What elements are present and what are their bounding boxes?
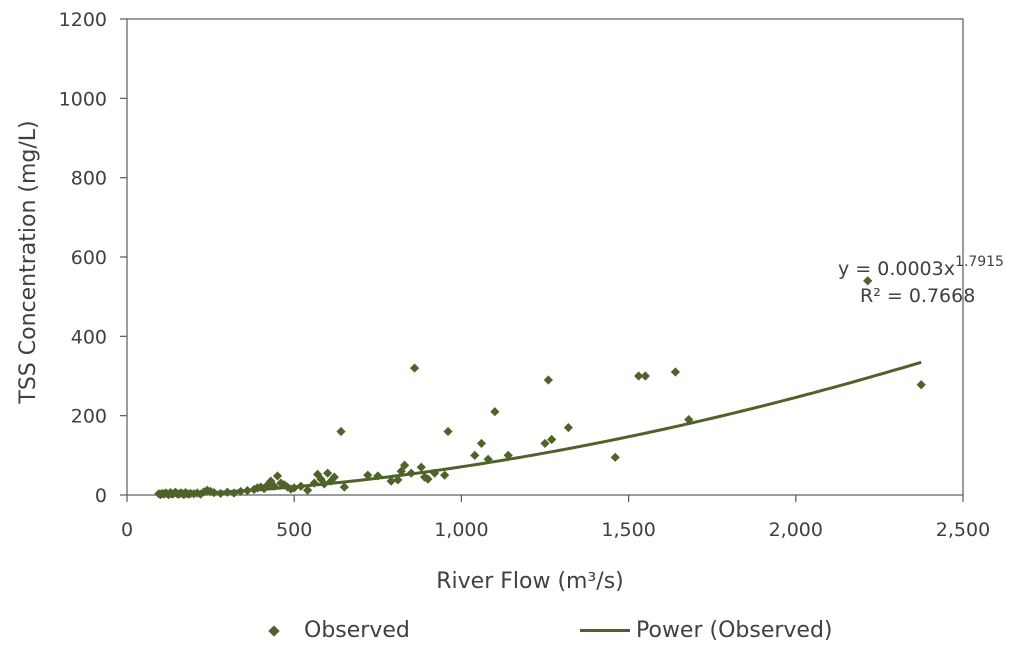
legend-item-power: Power (Observed)	[580, 618, 833, 643]
observed-point	[916, 380, 926, 390]
x-tick-label: 1,500	[601, 519, 655, 541]
observed-point	[363, 470, 373, 480]
observed-point	[443, 426, 453, 437]
observed-point	[483, 454, 493, 464]
y-tick-label: 800	[71, 168, 107, 190]
observed-point	[279, 480, 289, 490]
diamond-marker-icon	[268, 624, 280, 637]
y-tick-label: 200	[71, 406, 107, 428]
observed-point	[684, 415, 694, 425]
trend-equation: y = 0.0003x1.7915	[838, 254, 1004, 280]
observed-point	[503, 450, 513, 460]
observed-point	[302, 485, 313, 495]
observed-point	[396, 466, 406, 476]
observed-point	[440, 470, 450, 480]
y-tick-label: 1200	[59, 9, 107, 31]
observed-point	[634, 371, 644, 381]
trend-r-squared: R² = 0.7668	[860, 285, 975, 307]
observed-point	[373, 471, 383, 481]
legend-label-observed: Observed	[304, 618, 410, 643]
observed-point	[313, 469, 323, 479]
x-axis-title: River Flow (m³/s)	[436, 569, 624, 594]
observed-point	[393, 475, 403, 485]
legend: Observed Power (Observed)	[0, 618, 1016, 652]
x-tick-label: 0	[121, 519, 133, 541]
trend-equation-base: y = 0.0003x	[838, 258, 955, 280]
y-axis-ticks: 0 200 400 600 800 1000 1200	[59, 9, 127, 507]
x-tick-label: 2,500	[936, 519, 990, 541]
y-tick-label: 1000	[59, 88, 107, 110]
observed-point	[547, 434, 557, 445]
observed-point	[229, 488, 239, 498]
observed-point	[319, 479, 329, 489]
observed-point	[272, 471, 283, 481]
observed-point	[399, 460, 410, 470]
observed-point	[476, 438, 487, 449]
observed-point	[420, 472, 430, 482]
observed-point	[296, 481, 306, 491]
legend-item-observed: Observed	[268, 618, 410, 643]
observed-point	[316, 474, 326, 484]
observed-points	[154, 276, 926, 500]
observed-point	[216, 488, 226, 499]
observed-point	[416, 462, 426, 472]
observed-point	[236, 486, 246, 497]
x-tick-label: 2,000	[769, 519, 823, 541]
plot-frame	[126, 18, 964, 496]
observed-point	[430, 468, 440, 478]
legend-label-power: Power (Observed)	[636, 618, 833, 643]
observed-point	[269, 481, 279, 491]
observed-point	[336, 426, 346, 437]
observed-point	[610, 452, 620, 462]
trend-equation-exponent: 1.7915	[955, 254, 1004, 270]
observed-point	[470, 450, 480, 460]
y-tick-label: 400	[71, 326, 107, 348]
y-axis-title: TSS Concentration (mg/L)	[16, 120, 41, 404]
y-tick-label: 0	[95, 485, 107, 507]
observed-point	[423, 474, 433, 484]
observed-point	[490, 407, 500, 417]
observed-point	[249, 484, 259, 495]
observed-point	[209, 488, 219, 498]
observed-point	[670, 367, 681, 377]
x-tick-label: 1,000	[434, 519, 488, 541]
x-axis-ticks: 0 500 1,000 1,500 2,000 2,500	[121, 495, 990, 541]
observed-point	[309, 478, 319, 488]
axes	[126, 18, 964, 496]
observed-point	[640, 371, 650, 381]
observed-point	[222, 487, 232, 497]
observed-point	[563, 422, 574, 433]
observed-point	[323, 468, 333, 478]
observed-point	[339, 482, 349, 492]
observed-point	[543, 375, 553, 385]
observed-point	[863, 276, 873, 286]
observed-point	[406, 468, 416, 478]
y-tick-label: 600	[71, 247, 107, 269]
trendline-swatch-icon	[580, 629, 630, 632]
observed-point	[282, 482, 293, 492]
observed-point	[276, 478, 286, 488]
observed-point	[540, 438, 550, 449]
observed-point	[386, 476, 396, 486]
observed-point	[329, 472, 339, 482]
observed-point	[289, 483, 299, 493]
x-tick-label: 500	[276, 519, 312, 541]
observed-point	[409, 363, 420, 373]
observed-point	[242, 486, 252, 496]
